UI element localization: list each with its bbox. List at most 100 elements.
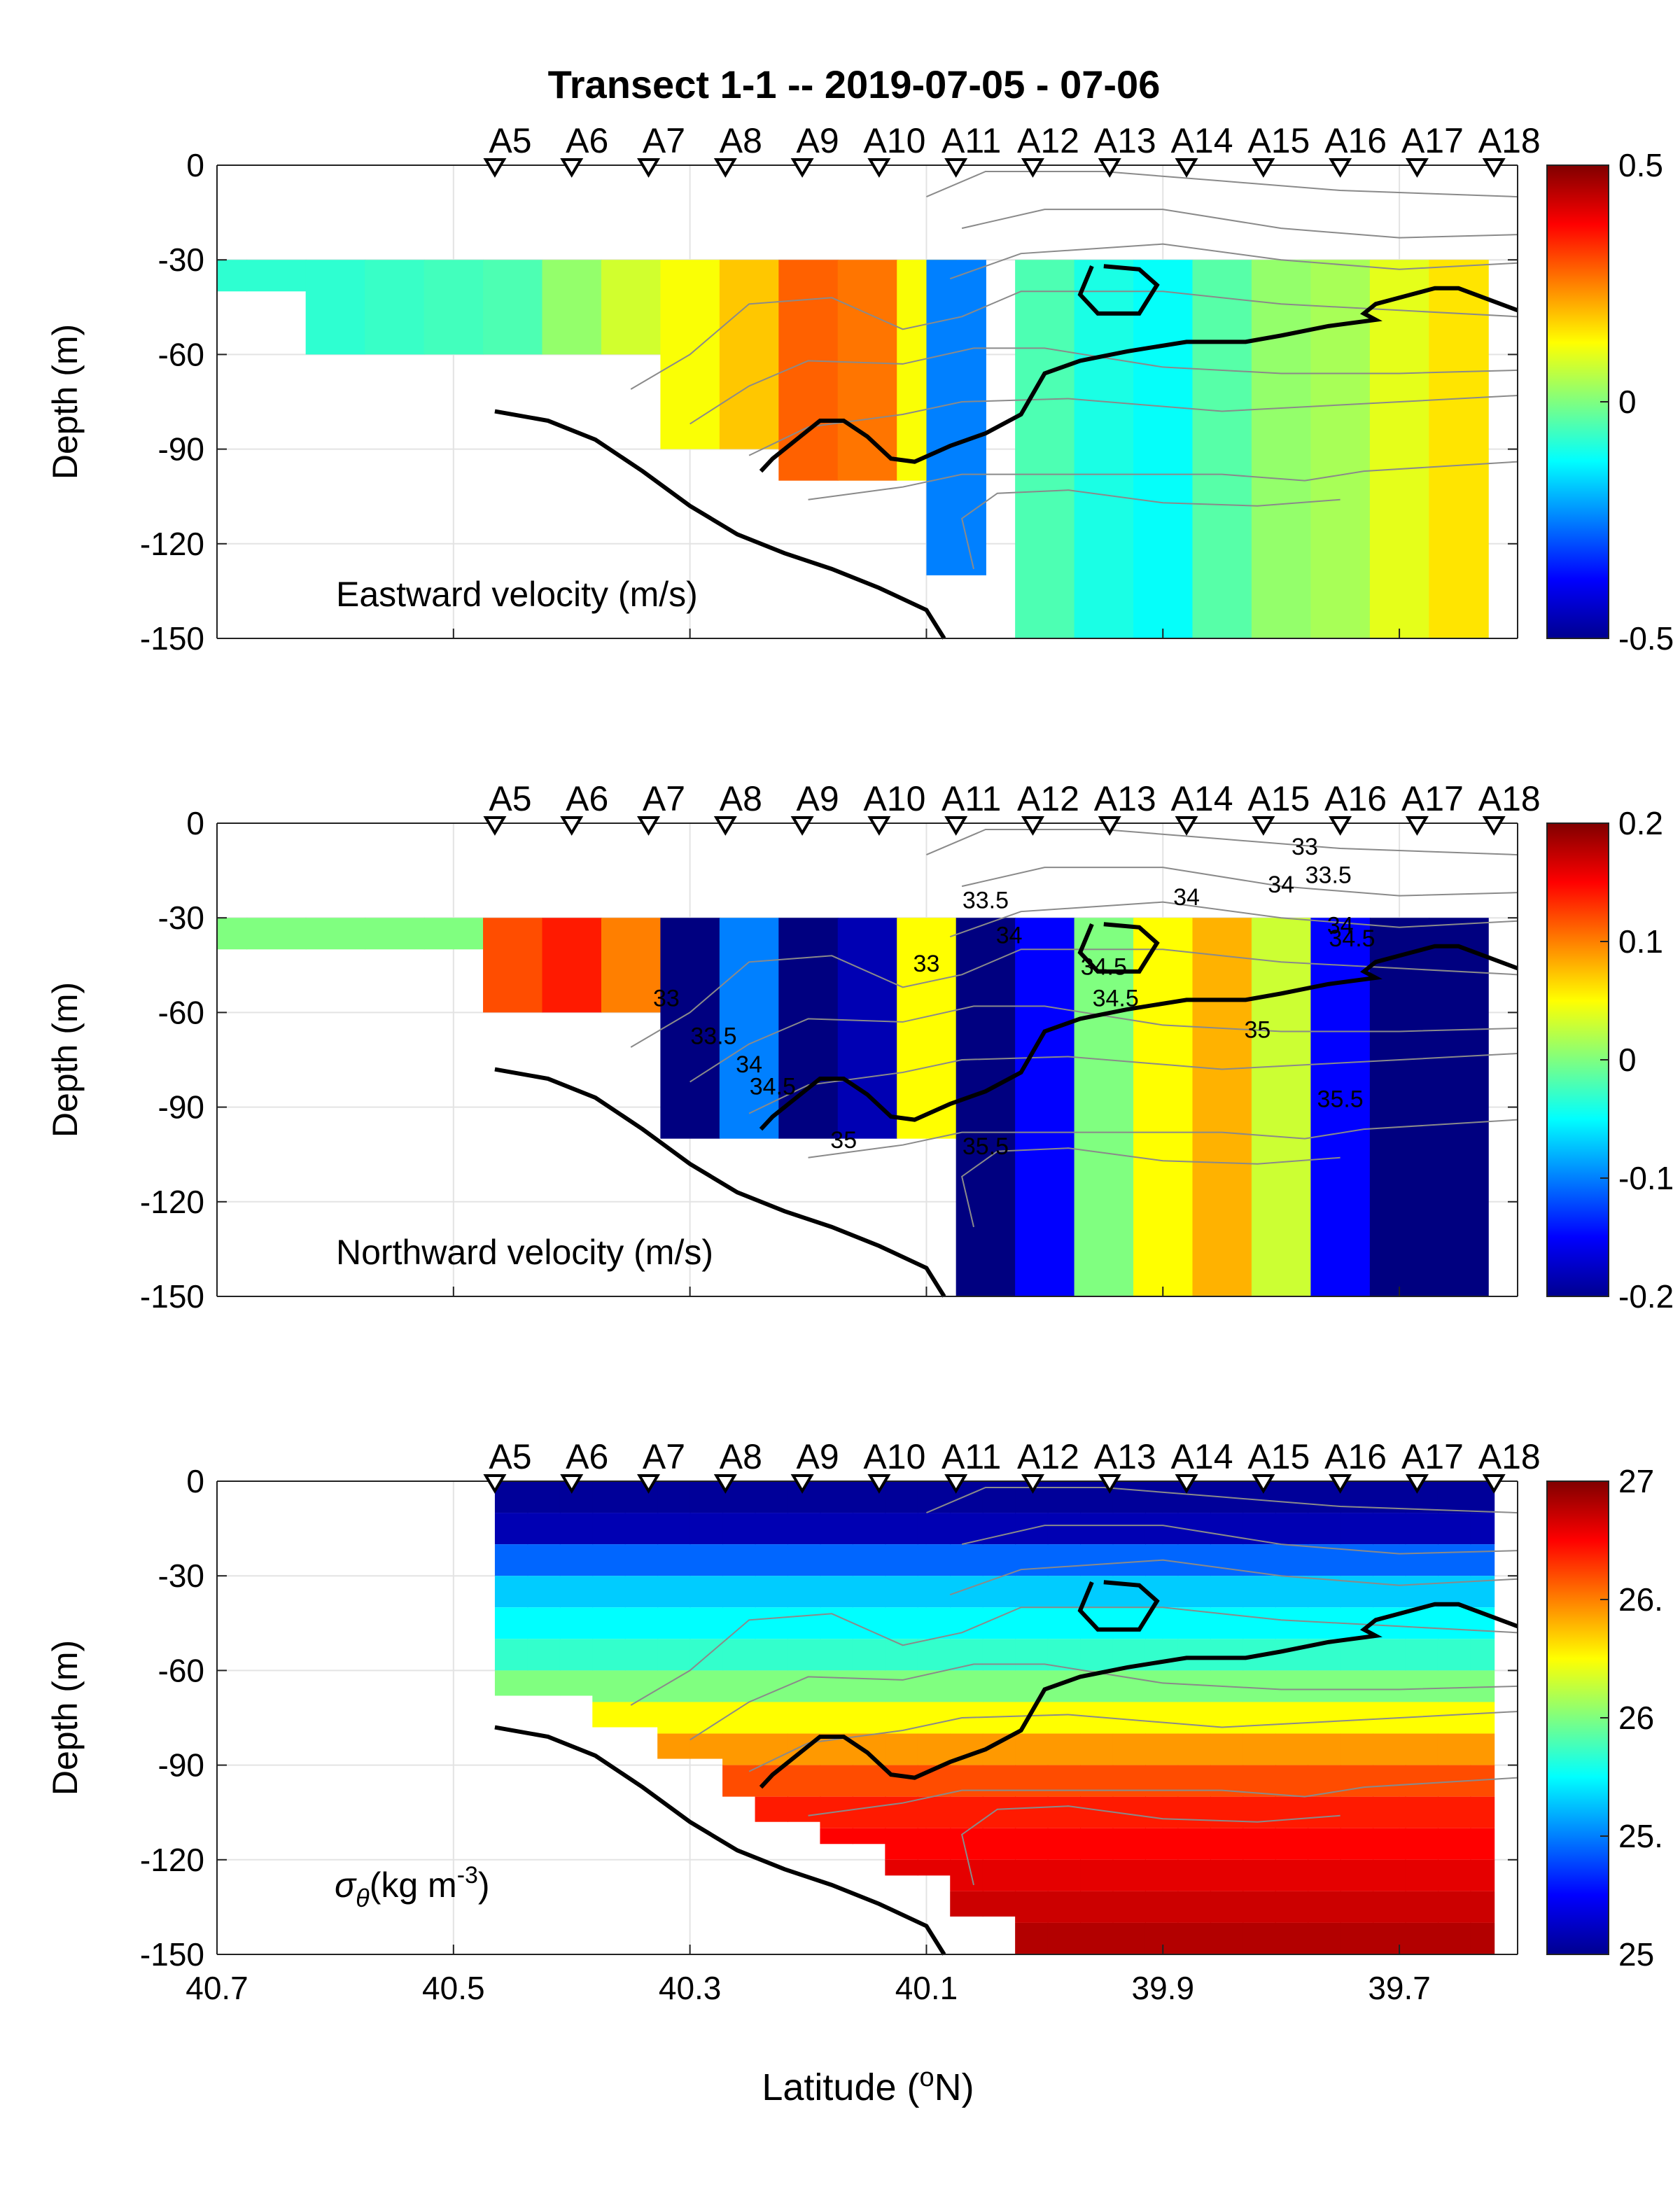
data-cell bbox=[852, 1513, 886, 1545]
data-cell bbox=[917, 1733, 951, 1765]
data-cell bbox=[755, 1796, 788, 1822]
bottom-depth-line bbox=[494, 1067, 946, 1298]
data-cell bbox=[1177, 1859, 1211, 1891]
data-cell bbox=[559, 1513, 594, 1545]
salinity-contour bbox=[961, 1805, 1340, 1886]
station-label: A13 bbox=[1094, 779, 1156, 818]
station-marker bbox=[1098, 158, 1121, 178]
data-cell bbox=[1308, 1670, 1341, 1702]
data-cell bbox=[1047, 1513, 1082, 1545]
station-marker bbox=[944, 1474, 968, 1494]
data-cell bbox=[690, 1670, 724, 1702]
data-cell bbox=[820, 1576, 853, 1608]
data-cell bbox=[917, 1639, 951, 1671]
bottom-depth-line bbox=[494, 1725, 946, 1956]
colorbar-tick-label: 27 bbox=[1618, 1463, 1654, 1499]
data-cell bbox=[527, 1670, 561, 1696]
data-cell bbox=[885, 1481, 918, 1513]
data-cell bbox=[755, 1639, 788, 1671]
data-cell bbox=[1015, 918, 1075, 1296]
colorbar-tick-label: 0.2 bbox=[1618, 805, 1663, 841]
x-tick-label: 40.7 bbox=[186, 1970, 248, 2006]
data-cell bbox=[624, 1607, 659, 1639]
data-cell bbox=[722, 1765, 756, 1797]
data-cell bbox=[1251, 260, 1312, 638]
data-cell bbox=[559, 1670, 594, 1696]
colorbar bbox=[1546, 822, 1609, 1297]
data-cell bbox=[917, 1796, 951, 1828]
data-cell bbox=[1080, 1733, 1114, 1765]
data-cell bbox=[690, 1576, 724, 1608]
salinity-contour bbox=[949, 243, 1518, 280]
data-cell bbox=[1144, 1859, 1179, 1891]
data-cell bbox=[1144, 1765, 1179, 1797]
station-marker bbox=[1098, 816, 1121, 836]
data-cell bbox=[1144, 1733, 1179, 1765]
x-label-pre: Latitude ( bbox=[762, 2066, 919, 2108]
salinity-contour bbox=[961, 209, 1518, 239]
colorbar-tick-label: -0.1 bbox=[1618, 1160, 1674, 1196]
data-cell bbox=[1470, 1922, 1495, 1954]
salinity-contour bbox=[690, 347, 1518, 425]
data-cell bbox=[657, 1513, 691, 1545]
data-cell bbox=[852, 1765, 886, 1797]
data-cell bbox=[1144, 1796, 1179, 1828]
data-cell bbox=[1177, 1891, 1211, 1923]
data-cell bbox=[820, 1765, 853, 1797]
data-cell bbox=[592, 1576, 626, 1608]
data-cell bbox=[755, 1765, 788, 1797]
data-cell bbox=[1275, 1513, 1309, 1545]
data-cell bbox=[690, 1733, 724, 1759]
data-cell bbox=[1210, 1607, 1244, 1639]
data-cell bbox=[1275, 1639, 1309, 1671]
data-cell bbox=[1015, 1922, 1049, 1954]
data-cell bbox=[1340, 1702, 1374, 1734]
station-label: A5 bbox=[489, 121, 531, 160]
data-cell bbox=[559, 1481, 594, 1513]
station-marker bbox=[1252, 816, 1275, 836]
data-cell bbox=[1080, 1922, 1114, 1954]
data-cell bbox=[950, 1670, 983, 1702]
y-axis-label: Depth (m) bbox=[46, 1640, 85, 1795]
data-cell bbox=[1210, 1702, 1244, 1734]
y-tick-label: -30 bbox=[158, 1558, 204, 1594]
data-cell bbox=[852, 1607, 886, 1639]
data-cell bbox=[1177, 1544, 1211, 1576]
station-marker bbox=[1175, 158, 1198, 178]
salinity-contour bbox=[808, 1777, 1518, 1816]
unit-exponent: -3 bbox=[457, 1862, 478, 1889]
data-cell bbox=[1112, 1828, 1146, 1860]
data-cell bbox=[852, 1670, 886, 1702]
contour-label: 34 bbox=[1268, 872, 1294, 898]
data-cell bbox=[820, 1702, 853, 1734]
data-cell bbox=[1369, 918, 1430, 1296]
data-cell bbox=[1047, 1922, 1082, 1954]
data-cell bbox=[1015, 1765, 1049, 1797]
station-marker bbox=[1175, 1474, 1198, 1494]
data-cell bbox=[1210, 1796, 1244, 1828]
data-cell bbox=[657, 1576, 691, 1608]
data-cell bbox=[1470, 1828, 1495, 1860]
y-tick-label: 0 bbox=[186, 805, 204, 841]
data-cell bbox=[1112, 1513, 1146, 1545]
contour-label: 34 bbox=[996, 922, 1023, 948]
data-cell bbox=[1308, 1544, 1341, 1576]
data-cell bbox=[885, 1796, 918, 1828]
data-cell bbox=[982, 1796, 1016, 1828]
data-cell bbox=[1192, 260, 1252, 638]
station-label: A15 bbox=[1247, 121, 1310, 160]
data-cell bbox=[1047, 1796, 1082, 1828]
colorbar bbox=[1546, 164, 1609, 639]
colorbar-tick-label: 25. bbox=[1618, 1818, 1663, 1854]
data-cell bbox=[1242, 1828, 1276, 1860]
data-cell bbox=[787, 1670, 821, 1702]
data-cell bbox=[217, 918, 248, 950]
data-cell bbox=[1144, 1828, 1179, 1860]
data-cell bbox=[1080, 1828, 1114, 1860]
station-label: A12 bbox=[1017, 1437, 1079, 1476]
data-cell bbox=[483, 260, 543, 355]
salinity-contour bbox=[748, 1710, 1518, 1772]
salinity-contour bbox=[961, 1525, 1518, 1555]
data-cell bbox=[950, 1576, 983, 1608]
y-tick-label: 0 bbox=[186, 1463, 204, 1499]
